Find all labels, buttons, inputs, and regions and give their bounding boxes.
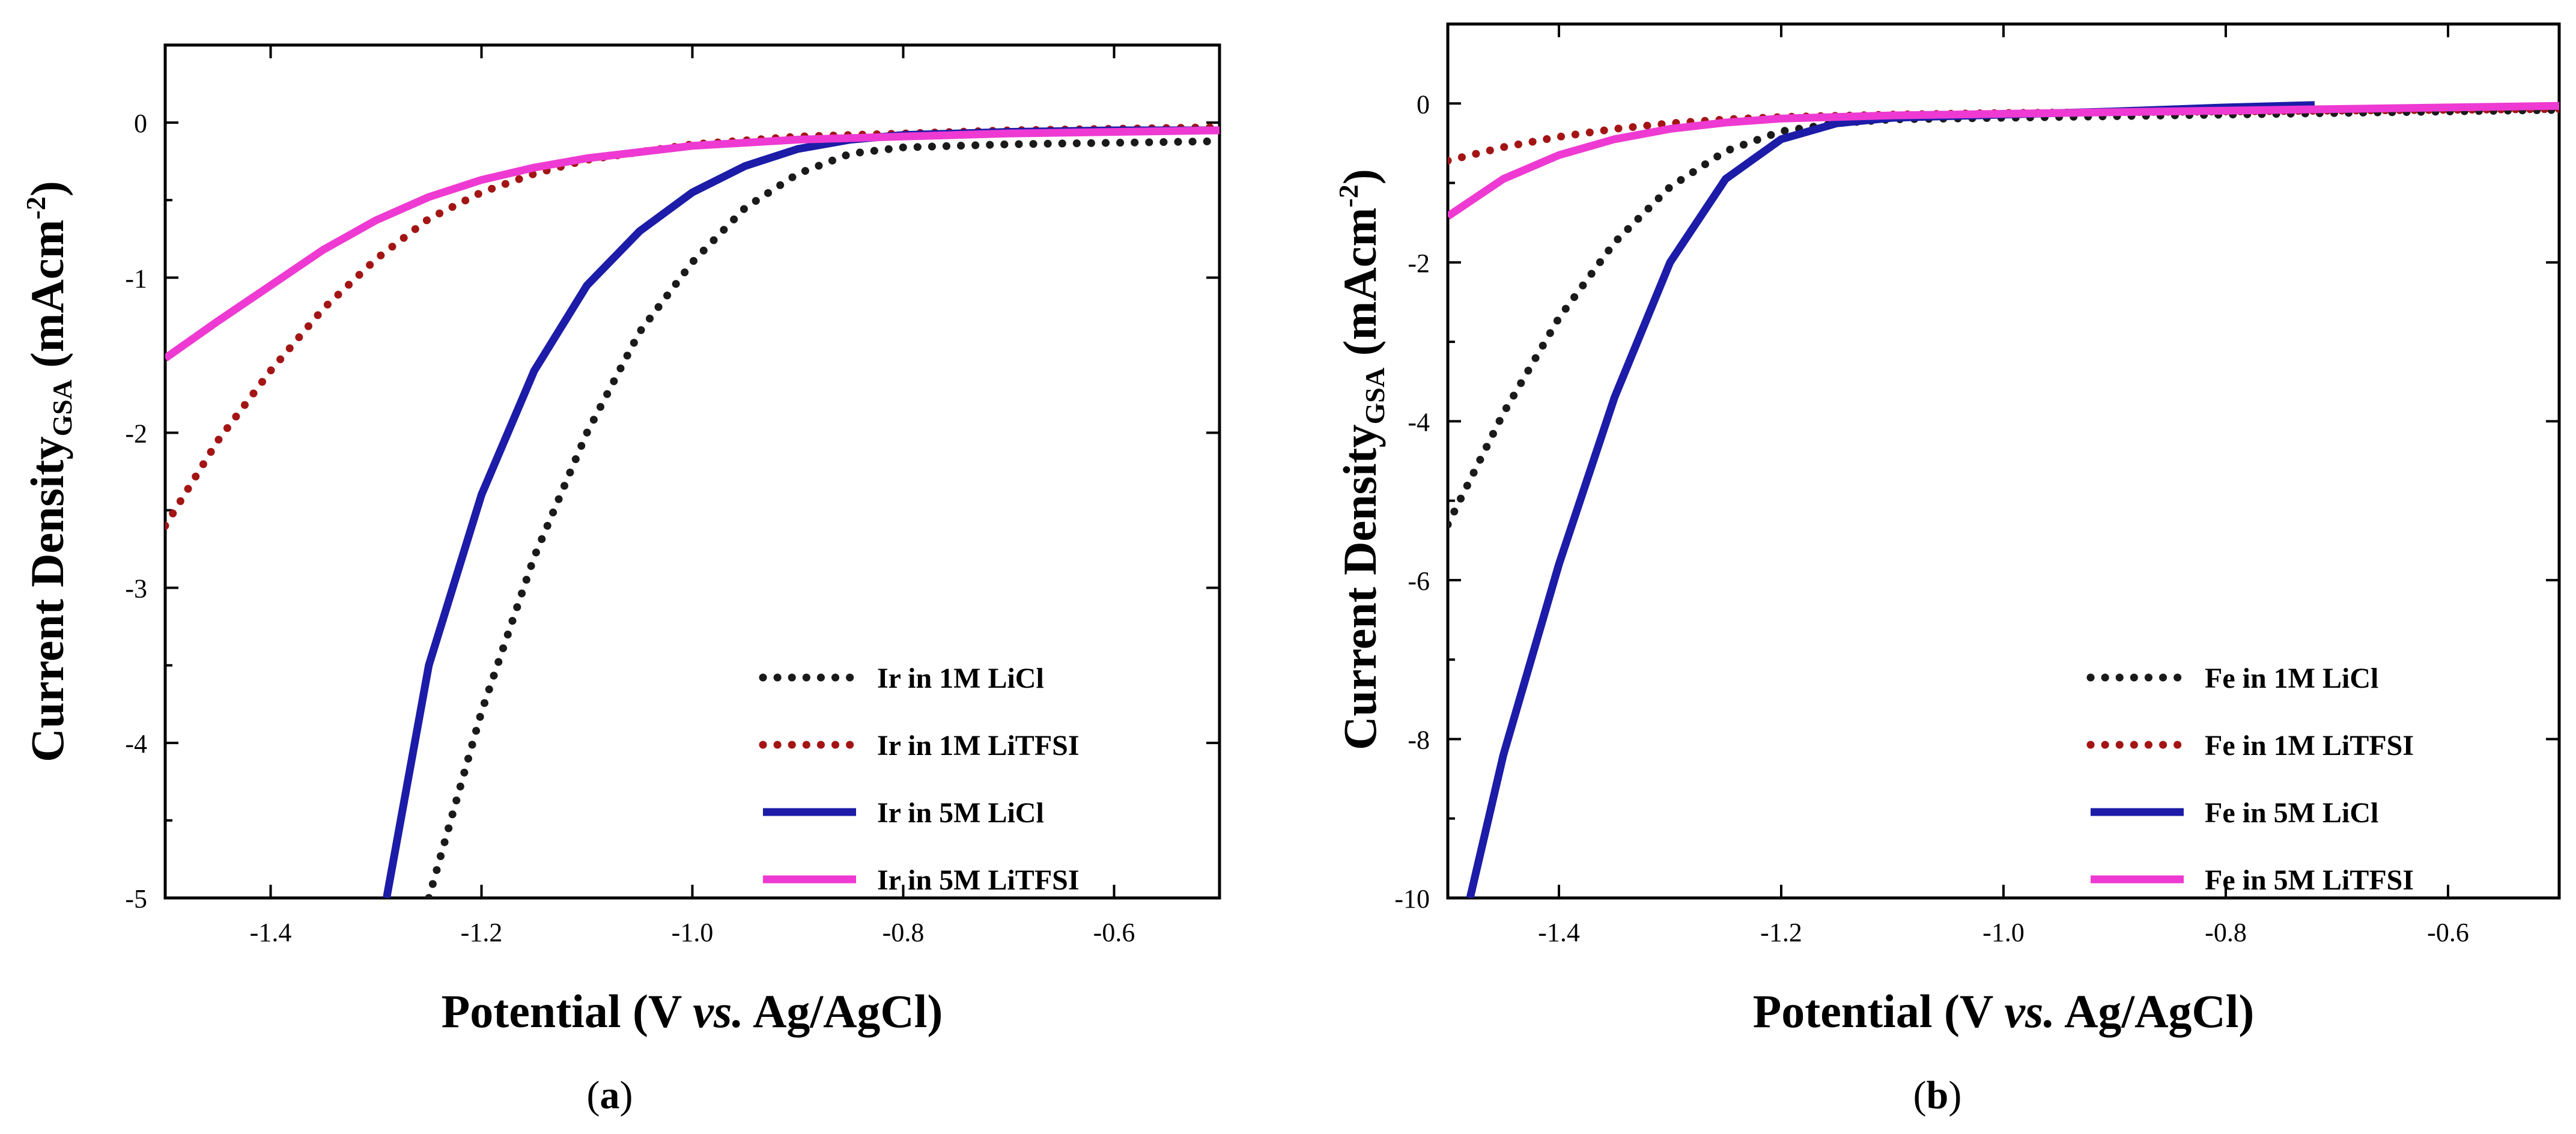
panel-label: (b) bbox=[1913, 1073, 1962, 1117]
x-tick-label: -1.0 bbox=[1982, 918, 2025, 947]
panel-b: -1.4 -1.2 -1.0 -0.8 -0.6 0 -2 -4 -6 -8 -10 Fe in 1M… bbox=[1333, 22, 2561, 1117]
y-axis-title: Current DensityGSA (mAcm-2) bbox=[20, 181, 77, 762]
panel-a: -1.4 -1.2 -1.0 -0.8 -0.6 0 -1 -2 -3 -4 -5 Ir in 1M … bbox=[20, 43, 1221, 1117]
y-tick-label: -2 bbox=[1408, 249, 1430, 278]
y-tick-label: -5 bbox=[125, 884, 147, 914]
x-tick-label: -0.8 bbox=[2205, 918, 2247, 947]
y-axis-title: Current DensityGSA (mAcm-2) bbox=[1333, 169, 1390, 750]
legend-label-2: Ir in 1M LiTFSI bbox=[877, 730, 1080, 762]
y-tick-label: -4 bbox=[1408, 407, 1430, 437]
series-line-2 bbox=[165, 123, 1220, 530]
legend-label-4: Fe in 5M LiTFSI bbox=[2205, 864, 2414, 896]
series-line-1 bbox=[425, 137, 1220, 898]
series-line-3 bbox=[1466, 101, 2315, 898]
y-tick-label: -4 bbox=[125, 729, 147, 759]
series-line-3 bbox=[383, 126, 1220, 898]
legend-label-1: Ir in 1M LiCl bbox=[877, 663, 1044, 694]
legend-label-1: Fe in 1M LiCl bbox=[2205, 663, 2378, 694]
legend-label-2: Fe in 1M LiTFSI bbox=[2205, 730, 2414, 762]
series-line-4 bbox=[1448, 102, 2559, 220]
plot-frame bbox=[163, 43, 1221, 900]
y-tick-label: 0 bbox=[134, 109, 147, 138]
legend-label-3: Ir in 5M LiCl bbox=[877, 797, 1044, 829]
series-line-4 bbox=[165, 126, 1220, 362]
series-layer bbox=[1448, 101, 2559, 898]
legend-label-3: Fe in 5M LiCl bbox=[2205, 797, 2378, 829]
x-tick-label: -1.4 bbox=[250, 918, 292, 947]
y-tick-label: -1 bbox=[125, 264, 147, 293]
y-tick-label: -2 bbox=[125, 419, 147, 448]
x-tick-label: -0.8 bbox=[882, 918, 925, 947]
series-line-1 bbox=[1448, 106, 2559, 529]
x-tick-label: -1.2 bbox=[1760, 918, 1802, 947]
panel-label: (a) bbox=[587, 1073, 633, 1117]
x-tick-label: -0.6 bbox=[1093, 918, 1135, 947]
x-tick-label: -0.6 bbox=[2427, 918, 2469, 947]
x-tick-label: -1.4 bbox=[1538, 918, 1580, 947]
y-tick-label: 0 bbox=[1417, 89, 1430, 119]
plot-frame bbox=[1446, 22, 2561, 900]
x-axis-title: Potential (V vs. Ag/AgCl) bbox=[1753, 985, 2255, 1037]
legend-label-4: Ir in 5M LiTFSI bbox=[877, 864, 1080, 896]
y-tick-label: -6 bbox=[1408, 566, 1430, 596]
x-tick-label: -1.2 bbox=[461, 918, 503, 947]
y-tick-label: -8 bbox=[1408, 725, 1430, 754]
x-tick-label: -1.0 bbox=[672, 918, 714, 947]
x-axis-title: Potential (V vs. Ag/AgCl) bbox=[442, 985, 943, 1037]
y-tick-label: -3 bbox=[125, 574, 147, 604]
series-layer bbox=[165, 123, 1220, 898]
y-tick-label: -10 bbox=[1394, 884, 1430, 914]
